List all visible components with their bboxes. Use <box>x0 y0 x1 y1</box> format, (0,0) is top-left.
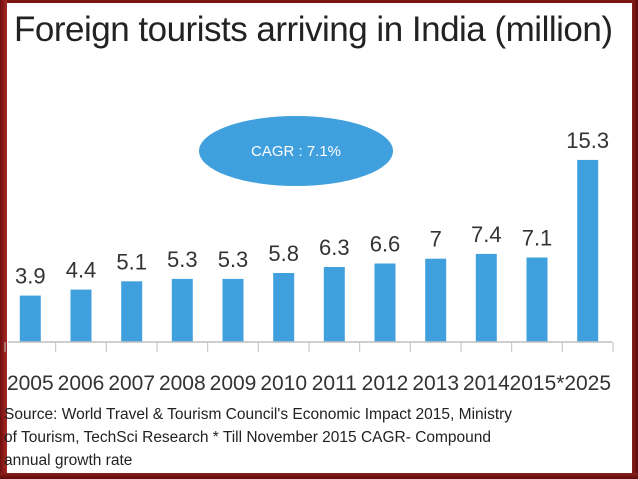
value-label-2005: 3.9 <box>15 264 46 289</box>
value-label-2014: 7.4 <box>471 222 502 247</box>
bar-2014 <box>475 253 497 342</box>
cagr-label: CAGR : 7.1% <box>251 143 341 160</box>
x-tick-label-2008: 2008 <box>159 372 206 395</box>
bar-2007 <box>121 281 143 342</box>
value-label-2015-star: 7.1 <box>522 226 553 251</box>
frame-edge-left <box>0 0 7 479</box>
bar-2005 <box>19 295 41 342</box>
x-tick-label-2012: 2012 <box>362 372 409 395</box>
cagr-annotation: CAGR : 7.1% <box>199 116 393 186</box>
value-label-2012: 6.6 <box>370 232 401 257</box>
chart-title: Foreign tourists arriving in India (mill… <box>14 10 613 49</box>
x-tick-label-2025: 2025 <box>564 372 611 395</box>
value-label-2006: 4.4 <box>66 258 97 283</box>
x-tick-label-2013: 2013 <box>412 372 459 395</box>
value-label-2010: 5.8 <box>268 241 299 266</box>
source-note: Source: World Travel & Tourism Council's… <box>4 403 604 473</box>
x-tick-label-2009: 2009 <box>210 372 257 395</box>
bar-2010 <box>273 273 295 342</box>
bar-2012 <box>374 263 396 342</box>
bar-2008 <box>171 278 193 342</box>
value-label-2007: 5.1 <box>116 249 147 274</box>
x-tick-label-2007: 2007 <box>108 372 155 395</box>
bar-2013 <box>425 258 447 342</box>
value-label-2011: 6.3 <box>319 235 350 260</box>
source-line-1: Source: World Travel & Tourism Council's… <box>4 406 513 423</box>
value-label-2025: 15.3 <box>566 128 609 153</box>
frame-edge-top <box>0 0 638 3</box>
x-axis-ticks <box>4 342 614 352</box>
bar-2015-star <box>526 257 548 342</box>
bars <box>19 159 599 342</box>
value-label-2009: 5.3 <box>218 247 249 272</box>
bar-2025 <box>577 159 599 342</box>
frame-edge-right <box>632 0 638 479</box>
value-label-2008: 5.3 <box>167 247 198 272</box>
x-tick-label-2005: 2005 <box>7 372 54 395</box>
source-line-2: of Tourism, TechSci Research * Till Nove… <box>4 429 492 446</box>
x-tick-label-2015-star: 2015* <box>510 372 565 395</box>
x-axis-labels: 2005 2006 2007 2008 2009 2010 2011 2012 2013 2014… <box>7 372 611 395</box>
source-line-3: annual growth rate <box>4 452 133 469</box>
cagr-ellipse <box>199 116 393 186</box>
bar-2011 <box>323 267 345 342</box>
x-tick-label-2011: 2011 <box>312 372 357 395</box>
bar-2009 <box>222 278 244 342</box>
x-tick-label-2010: 2010 <box>260 372 307 395</box>
bar-2006 <box>70 289 92 342</box>
x-tick-label-2006: 2006 <box>58 372 105 395</box>
frame-edge-bottom <box>0 473 638 479</box>
x-tick-label-2014: 2014 <box>463 372 510 395</box>
value-labels: 3.9 4.4 5.1 5.3 5.3 5.8 6.3 6.6 7 7.4 7.1 15.3 <box>15 128 609 289</box>
value-label-2013: 7 <box>430 227 442 252</box>
